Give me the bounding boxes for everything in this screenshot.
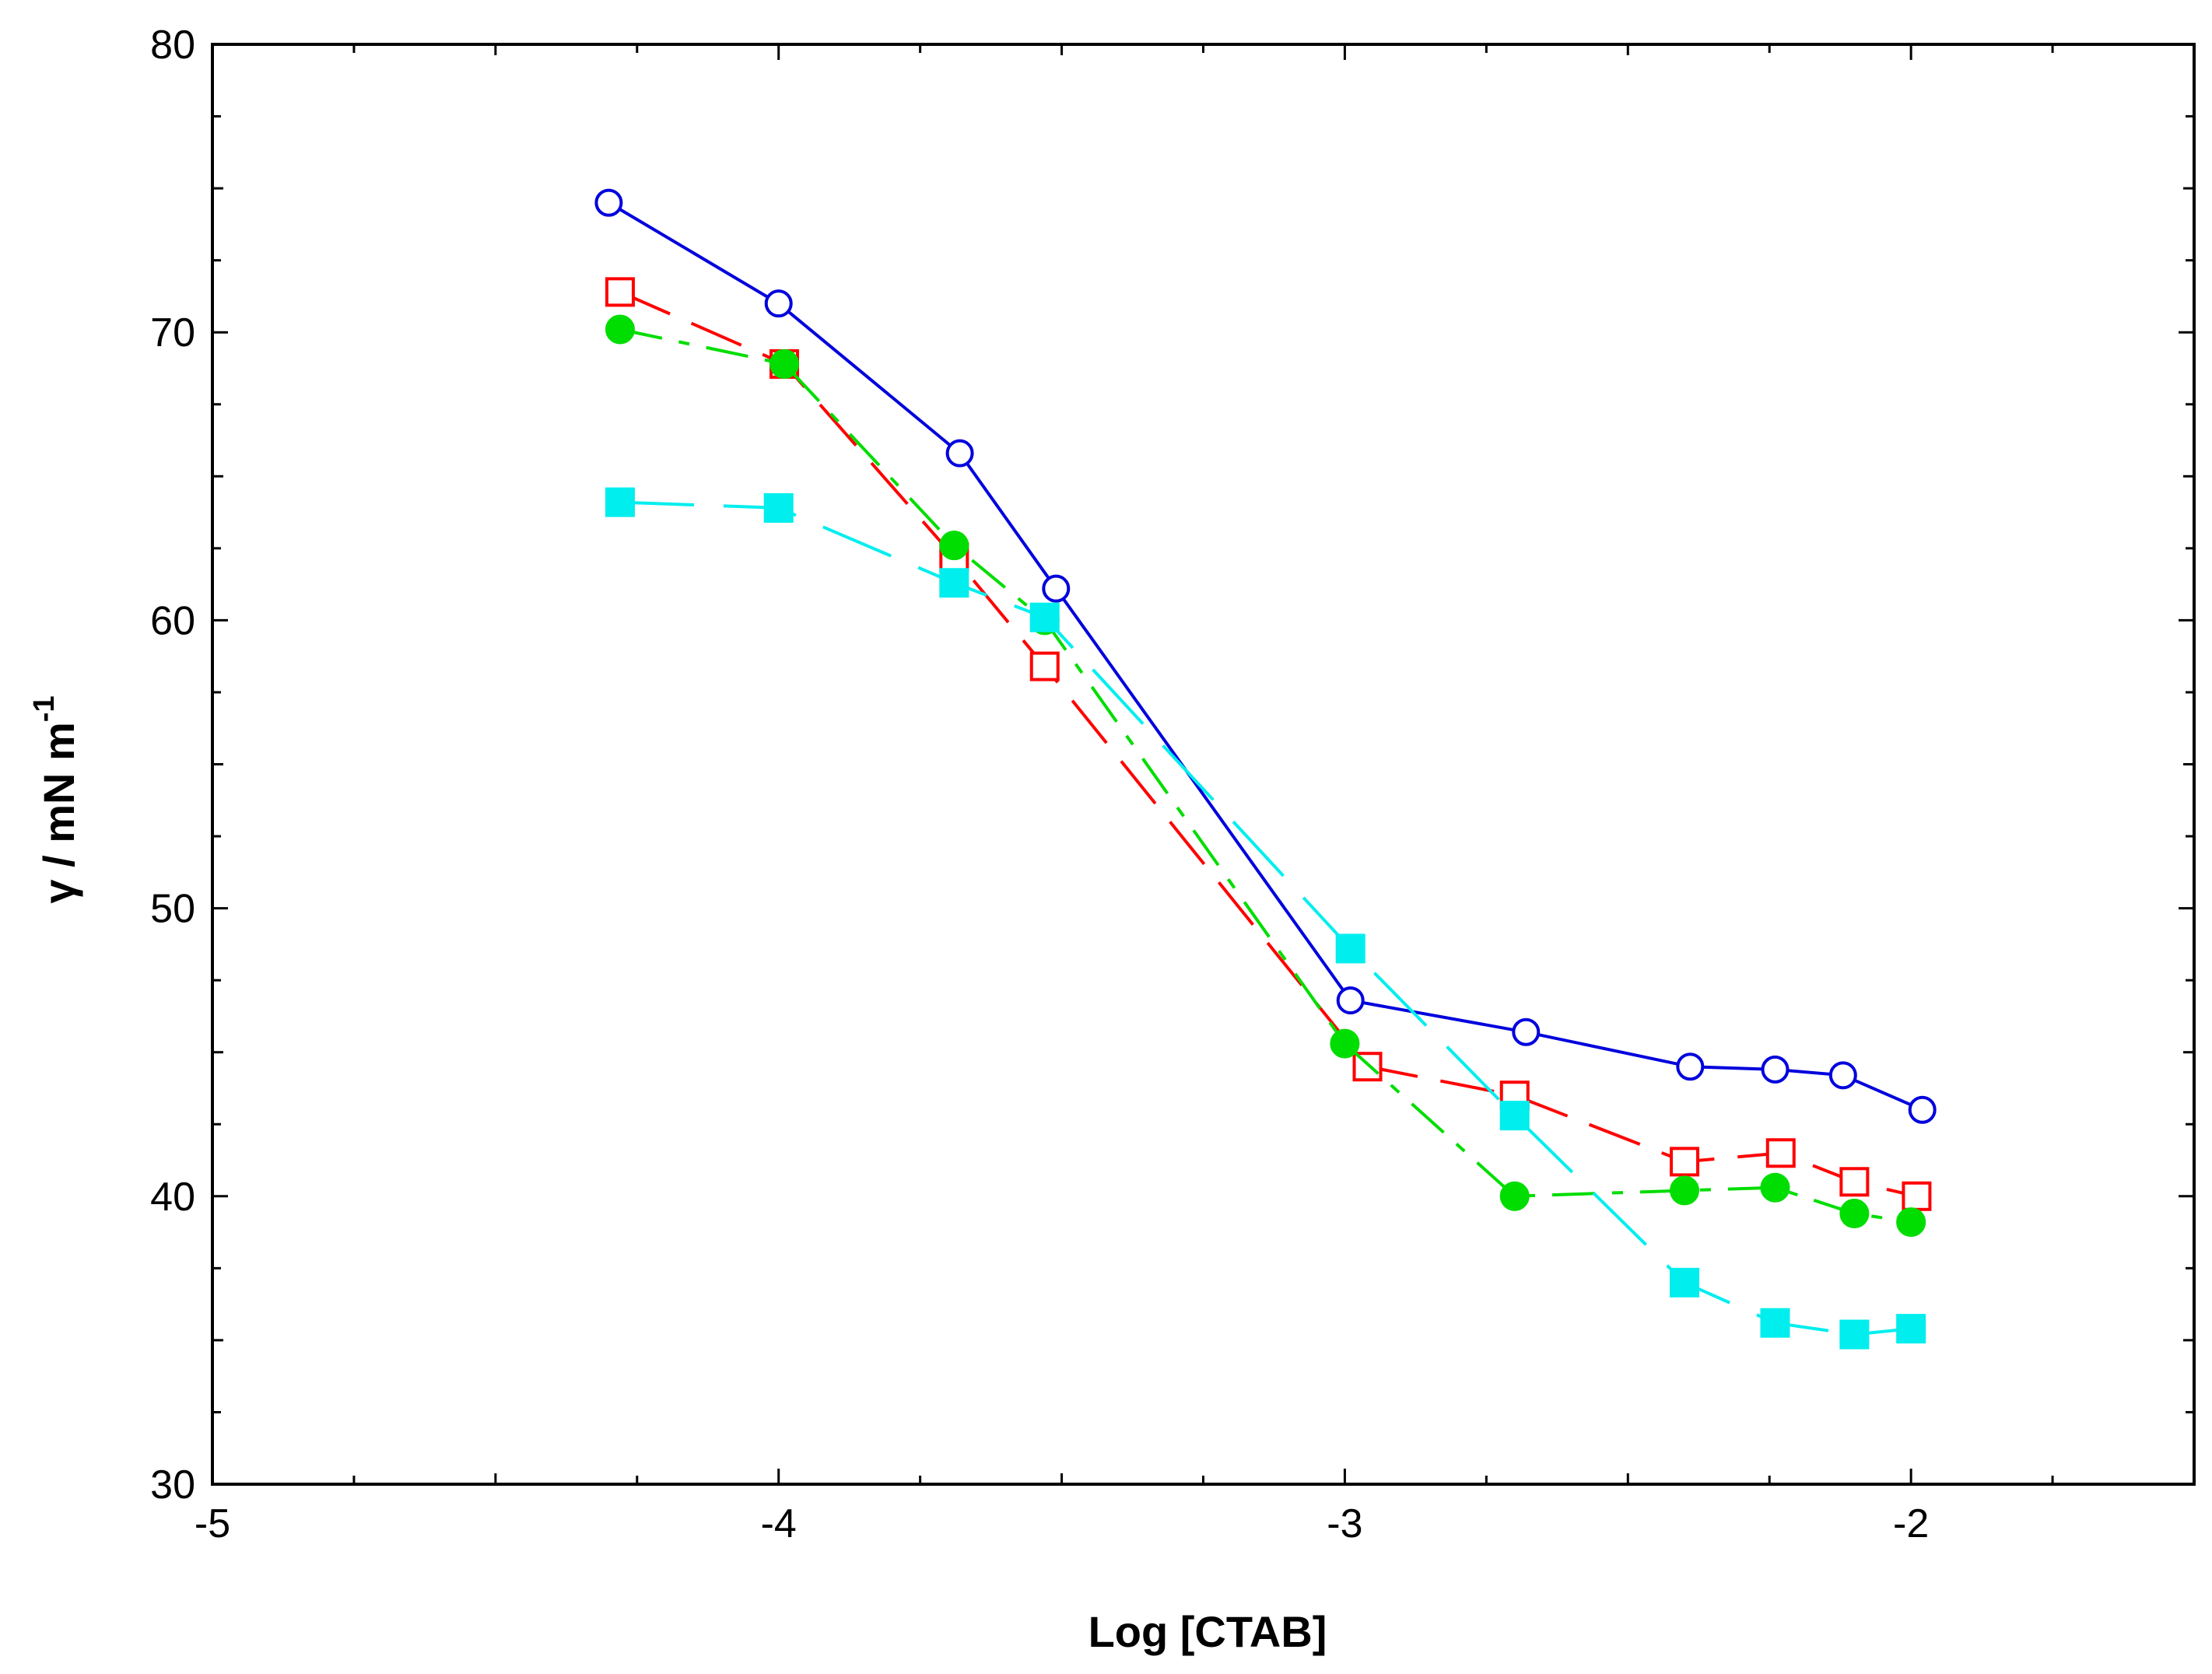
data-point xyxy=(1499,1181,1530,1211)
data-point xyxy=(605,487,635,517)
data-point xyxy=(764,289,793,318)
data-point xyxy=(1336,986,1365,1015)
y-tick-label: 80 xyxy=(150,23,195,68)
data-point xyxy=(763,493,794,524)
series-1 xyxy=(594,188,1937,1124)
data-point xyxy=(1765,1138,1796,1168)
series-2 xyxy=(605,277,1932,1211)
data-point xyxy=(605,277,635,307)
data-point xyxy=(1330,1028,1360,1059)
data-point xyxy=(939,531,969,561)
data-point xyxy=(594,188,623,217)
y-tick-label: 40 xyxy=(150,1175,195,1220)
data-point xyxy=(1902,1181,1932,1211)
x-tick-label: -3 xyxy=(1327,1501,1362,1546)
data-point xyxy=(1029,602,1060,632)
data-point xyxy=(1670,1147,1700,1177)
y-tick-label: 30 xyxy=(150,1462,195,1508)
data-point xyxy=(1676,1052,1705,1081)
data-point xyxy=(1670,1267,1700,1298)
data-point xyxy=(1042,574,1071,603)
y-axis-title-superscript: -1 xyxy=(28,695,61,722)
data-point xyxy=(945,439,974,468)
data-point xyxy=(769,348,799,379)
data-point xyxy=(1335,933,1365,964)
series-1-line xyxy=(608,201,1923,1112)
data-point xyxy=(1896,1207,1926,1238)
plot-area-border xyxy=(211,43,2196,1486)
y-axis-title-main: γ / mN m xyxy=(34,722,83,903)
y-tick-label: 50 xyxy=(150,887,195,932)
data-point xyxy=(1828,1061,1857,1090)
axis-ticks: -5 -4 -3 -2 30 40 50 60 70 80 xyxy=(150,23,2194,1546)
x-tick-label: -4 xyxy=(761,1501,797,1546)
series-4 xyxy=(605,487,1926,1350)
x-tick-label: -5 xyxy=(195,1501,230,1546)
data-point xyxy=(1029,651,1060,681)
y-tick-label: 70 xyxy=(150,310,195,355)
series-4-line xyxy=(619,500,1912,1336)
x-tick-label: -2 xyxy=(1893,1501,1929,1546)
x-axis-title: Log [CTAB] xyxy=(1088,1607,1327,1656)
data-point xyxy=(1839,1319,1870,1350)
data-point xyxy=(605,314,635,345)
series-3 xyxy=(605,314,1926,1238)
data-point xyxy=(1760,1172,1790,1203)
plot-frame xyxy=(211,43,2196,1486)
data-point xyxy=(1670,1175,1700,1206)
data-point xyxy=(1839,1167,1870,1197)
y-axis-title: γ / mN m-1 xyxy=(28,695,83,903)
y-tick-label: 60 xyxy=(150,598,195,643)
data-point xyxy=(1760,1308,1790,1338)
data-point xyxy=(1908,1095,1937,1124)
data-point xyxy=(1761,1055,1790,1084)
series-3-line xyxy=(619,327,1912,1224)
data-point xyxy=(1499,1101,1530,1131)
data-point xyxy=(1839,1199,1870,1229)
data-point xyxy=(1896,1314,1926,1344)
data-point xyxy=(939,568,969,598)
series-2-line xyxy=(619,290,1917,1198)
data-point xyxy=(1512,1017,1541,1046)
series-group xyxy=(594,188,1937,1350)
